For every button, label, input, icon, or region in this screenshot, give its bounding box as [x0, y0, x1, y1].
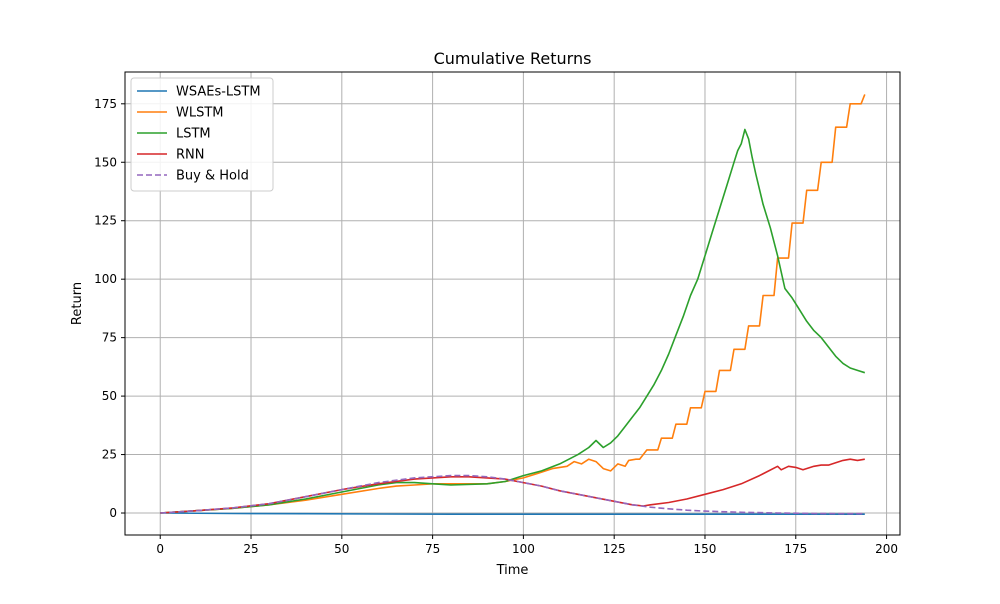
- y-tick-label: 175: [94, 97, 117, 111]
- legend-label: Buy & Hold: [176, 169, 249, 184]
- legend: WSAEs-LSTM WLSTM LSTM RNN Buy & Hold: [130, 77, 274, 192]
- chart-title: Cumulative Returns: [434, 49, 592, 68]
- y-tick-label: 125: [94, 214, 117, 228]
- series-line-buy-hold: [160, 474, 865, 515]
- x-tick-label: 50: [334, 542, 349, 556]
- y-tick-label: 75: [102, 331, 117, 345]
- y-tick-label: 150: [94, 155, 117, 169]
- legend-label: WSAEs-LSTM: [176, 85, 261, 100]
- legend-label: WLSTM: [176, 106, 224, 121]
- y-tick-label: 0: [109, 506, 117, 520]
- y-axis-label: Return: [70, 282, 85, 325]
- series-line-rnn: [160, 458, 865, 514]
- y-tick-label: 100: [94, 272, 117, 286]
- x-tick-label: 25: [243, 542, 258, 556]
- x-tick-label: 175: [784, 542, 807, 556]
- x-tick-label: 150: [694, 542, 717, 556]
- series-lines: [160, 94, 866, 516]
- x-tick-label: 200: [875, 542, 898, 556]
- plot-frame: [124, 71, 901, 536]
- x-tick-label: 0: [156, 542, 164, 556]
- legend-label: LSTM: [176, 127, 211, 142]
- x-tick-label: 75: [425, 542, 440, 556]
- y-tick-label: 25: [102, 448, 117, 462]
- y-tick-label: 50: [102, 389, 117, 403]
- legend-box: [130, 77, 274, 192]
- x-tick-label: 100: [512, 542, 535, 556]
- series-line-wsaes-lstm: [160, 512, 865, 516]
- legend-label: RNN: [176, 148, 204, 163]
- axes: 0 25 50 75 100 125 150 175 200 0 25 50 75 100 125 150 17…: [94, 97, 898, 556]
- x-axis-label: Time: [496, 563, 529, 578]
- series-line-lstm: [160, 128, 866, 514]
- x-tick-label: 125: [603, 542, 626, 556]
